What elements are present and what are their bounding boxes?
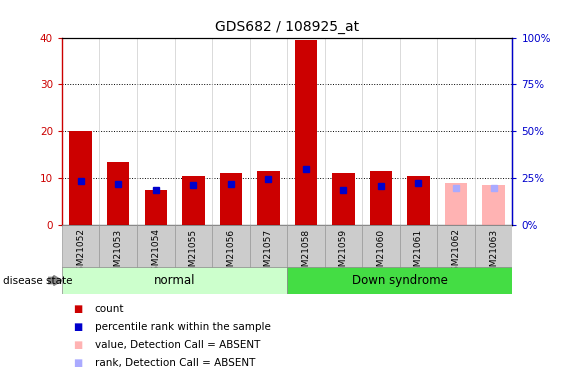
Text: value, Detection Call = ABSENT: value, Detection Call = ABSENT xyxy=(95,340,260,350)
Bar xyxy=(370,171,392,225)
FancyArrow shape xyxy=(48,276,62,285)
Bar xyxy=(69,131,92,225)
Text: ■: ■ xyxy=(73,340,82,350)
Bar xyxy=(212,225,249,268)
Text: rank, Detection Call = ABSENT: rank, Detection Call = ABSENT xyxy=(95,358,255,368)
Bar xyxy=(400,225,437,268)
Bar xyxy=(362,225,400,268)
Title: GDS682 / 108925_at: GDS682 / 108925_at xyxy=(215,20,359,34)
Text: percentile rank within the sample: percentile rank within the sample xyxy=(95,322,270,332)
Bar xyxy=(287,267,512,294)
Text: GSM21057: GSM21057 xyxy=(264,228,273,278)
Text: GSM21056: GSM21056 xyxy=(226,228,235,278)
Text: Down syndrome: Down syndrome xyxy=(352,274,448,287)
Bar xyxy=(445,183,467,225)
Bar xyxy=(475,225,512,268)
Bar xyxy=(332,173,355,225)
Bar xyxy=(482,185,505,225)
Text: GSM21062: GSM21062 xyxy=(452,228,461,278)
Bar xyxy=(257,171,280,225)
Text: ■: ■ xyxy=(73,304,82,314)
Bar xyxy=(407,176,430,225)
Text: ■: ■ xyxy=(73,322,82,332)
Bar xyxy=(137,225,175,268)
Bar xyxy=(325,225,362,268)
Text: GSM21055: GSM21055 xyxy=(189,228,198,278)
Bar xyxy=(182,176,204,225)
Text: GSM21058: GSM21058 xyxy=(301,228,310,278)
Bar xyxy=(175,225,212,268)
Text: ■: ■ xyxy=(73,358,82,368)
Bar xyxy=(100,225,137,268)
Bar xyxy=(62,267,287,294)
Bar xyxy=(220,173,242,225)
Text: GSM21054: GSM21054 xyxy=(151,228,160,278)
Text: count: count xyxy=(95,304,124,314)
Bar xyxy=(437,225,475,268)
Bar xyxy=(62,225,100,268)
Text: GSM21060: GSM21060 xyxy=(377,228,386,278)
Text: normal: normal xyxy=(154,274,195,287)
Bar xyxy=(145,190,167,225)
Text: GSM21053: GSM21053 xyxy=(114,228,123,278)
Text: GSM21059: GSM21059 xyxy=(339,228,348,278)
Text: disease state: disease state xyxy=(3,276,72,285)
Text: GSM21063: GSM21063 xyxy=(489,228,498,278)
Bar xyxy=(249,225,287,268)
Bar xyxy=(287,225,325,268)
Text: GSM21052: GSM21052 xyxy=(76,228,85,278)
Bar xyxy=(294,40,317,225)
Text: GSM21061: GSM21061 xyxy=(414,228,423,278)
Bar xyxy=(107,162,129,225)
